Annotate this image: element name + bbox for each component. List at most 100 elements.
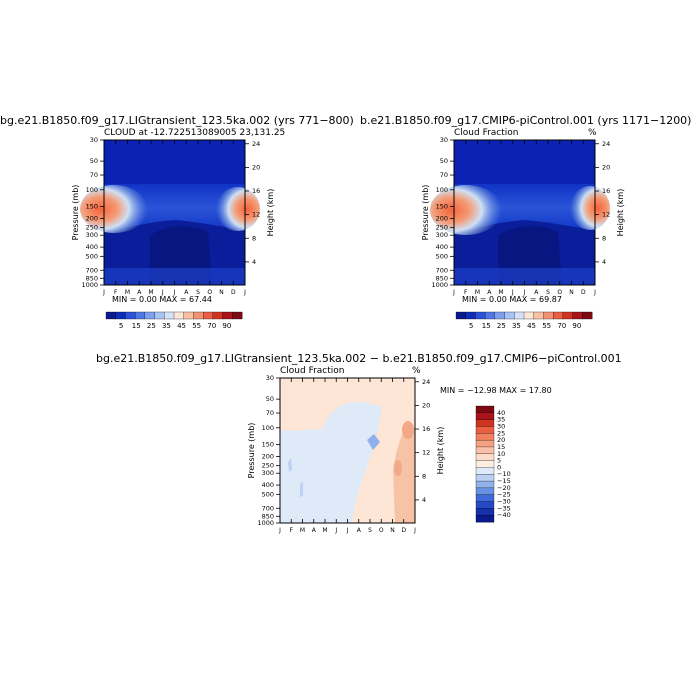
colorbar-label: 5 — [119, 322, 123, 330]
y-right-tick-label: 12 — [252, 211, 260, 219]
y-right-tick-label: 16 — [252, 187, 260, 195]
y-tick-label: 50 — [440, 157, 448, 165]
x-tick-label: M — [475, 289, 480, 296]
panel1-minmax: MIN = 0.00 MAX = 67.44 — [112, 295, 212, 304]
x-tick-label: M — [498, 289, 503, 296]
panel2-title: b.e21.B1850.f09_g17.CMIP6-piControl.001 … — [360, 114, 692, 127]
y-tick-label: 150 — [436, 203, 448, 211]
x-tick-label: N — [390, 527, 395, 534]
y-right-tick-label: 12 — [602, 211, 610, 219]
colorbar-swatch — [465, 311, 476, 320]
y-tick-label: 250 — [436, 224, 448, 232]
colorbar-swatch — [475, 412, 495, 421]
colorbar-swatch — [222, 311, 233, 320]
y-right-tick-label: 12 — [422, 449, 430, 457]
colorbar-label: 35 — [512, 322, 521, 330]
colorbar-label: 70 — [207, 322, 216, 330]
x-tick-label: O — [557, 289, 562, 296]
panel2-minmax: MIN = 0.00 MAX = 69.87 — [462, 295, 562, 304]
colorbar-swatch — [504, 311, 515, 320]
colorbar-label: 5 — [469, 322, 473, 330]
colorbar-swatch — [475, 453, 495, 462]
colorbar-panel1: 5 15 25 35 45 55 70 90 — [105, 311, 243, 330]
y-tick-label: 30 — [440, 136, 448, 144]
y-tick-label: 200 — [86, 214, 98, 222]
panel3-title: bg.e21.B1850.f09_g17.LIGtransient_123.5k… — [96, 352, 622, 365]
y-right-tick-label: 16 — [602, 187, 610, 195]
colorbar-label: 15 — [482, 322, 491, 330]
colorbar-swatch — [115, 311, 126, 320]
panel1-subtitle: CLOUD at -12.722513089005 23,131.25 — [104, 128, 286, 138]
colorbar-swatch — [514, 311, 525, 320]
colorbar-label: 15 — [132, 322, 141, 330]
y-tick-label: 400 — [262, 481, 274, 489]
colorbar-label: −30 — [497, 498, 511, 506]
panel2-unit: % — [588, 128, 597, 138]
colorbar-swatch — [475, 405, 495, 414]
x-tick-label: J — [413, 527, 416, 534]
x-tick-label: D — [581, 289, 586, 296]
y-tick-label: 100 — [86, 186, 98, 194]
colorbar-swatch — [475, 467, 495, 475]
y-axis-label: Pressure (mb) — [71, 185, 80, 241]
y-tick-label: 100 — [436, 186, 448, 194]
colorbar-swatch — [475, 446, 495, 455]
y-right-tick-label: 20 — [422, 401, 430, 409]
y-right-tick-label: 8 — [422, 472, 426, 480]
y-tick-label: 300 — [262, 469, 274, 477]
x-tick-label: D — [231, 289, 236, 296]
colorbar-swatch — [164, 311, 175, 320]
colorbar-swatch — [475, 439, 495, 448]
colorbar-label: 5 — [497, 457, 501, 465]
colorbar-swatch — [475, 508, 495, 516]
y-tick-label: 1000 — [257, 519, 274, 527]
y-tick-label: 50 — [266, 395, 274, 403]
y-tick-label: 850 — [436, 274, 448, 282]
colorbar-label: −25 — [497, 491, 511, 499]
y-right-axis-label: Height (km) — [266, 189, 275, 237]
x-tick-label: J — [334, 527, 337, 534]
y-tick-label: 300 — [86, 231, 98, 239]
y-right-tick-label: 8 — [602, 234, 606, 242]
y-tick-label: 700 — [86, 266, 98, 274]
y-tick-label: 150 — [86, 203, 98, 211]
colorbar-swatch — [154, 311, 165, 320]
y-right-tick-label: 16 — [422, 425, 430, 433]
x-tick-label: A — [184, 289, 189, 296]
y-tick-label: 50 — [90, 157, 98, 165]
x-tick-label: O — [379, 527, 384, 534]
x-tick-label: M — [125, 289, 130, 296]
panel3-field — [280, 378, 415, 523]
x-tick-label: J — [102, 289, 105, 296]
colorbar-label: 35 — [162, 322, 171, 330]
colorbar-label: 25 — [497, 322, 506, 330]
y-tick-label: 70 — [90, 171, 98, 179]
colorbar-swatch — [455, 311, 467, 320]
colorbar-swatch — [212, 311, 224, 320]
colorbar-swatch — [232, 311, 243, 320]
y-tick-label: 1000 — [431, 281, 448, 289]
panel3-minmax: MIN = −12.98 MAX = 17.80 — [440, 386, 552, 395]
y-right-tick-label: 24 — [252, 140, 260, 148]
y-right-tick-label: 4 — [422, 496, 426, 504]
y-tick-label: 400 — [86, 243, 98, 251]
x-tick-label: A — [534, 289, 539, 296]
colorbar-swatch — [484, 311, 496, 320]
colorbar-label: 10 — [497, 450, 505, 458]
panel3-unit: % — [412, 366, 421, 376]
colorbar-swatch — [134, 311, 146, 320]
y-tick-label: 500 — [436, 252, 448, 260]
colorbar-swatch — [202, 311, 214, 320]
y-tick-label: 250 — [262, 462, 274, 470]
x-tick-label: F — [114, 289, 118, 296]
colorbar-label: 40 — [497, 409, 505, 417]
colorbar-swatch — [475, 419, 495, 427]
y-tick-label: 300 — [436, 231, 448, 239]
y-tick-label: 500 — [86, 252, 98, 260]
y-tick-label: 250 — [86, 224, 98, 232]
colorbar-swatch — [572, 311, 583, 320]
colorbar-label: 45 — [177, 322, 186, 330]
x-tick-label: S — [196, 289, 200, 296]
y-tick-label: 200 — [262, 452, 274, 460]
